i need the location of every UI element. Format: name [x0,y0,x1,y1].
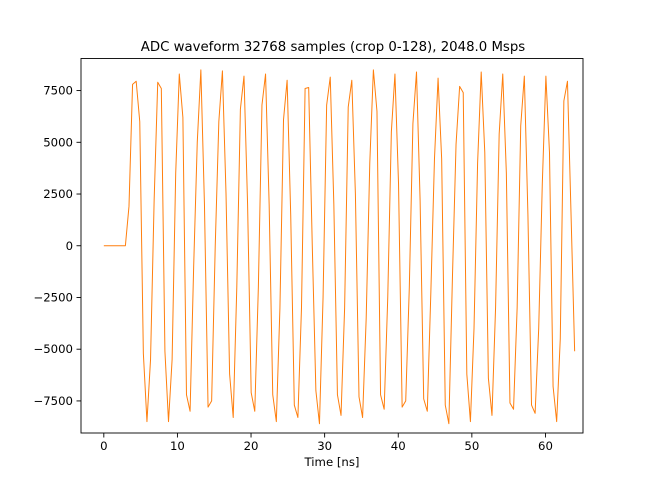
y-tick-label: 5000 [43,135,73,149]
y-tick-label: 2500 [43,187,73,201]
chart-title: ADC waveform 32768 samples (crop 0-128),… [141,40,526,55]
x-axis-label: Time [ns] [304,455,360,469]
y-tick-label: 7500 [43,84,73,98]
x-tick-label: 60 [538,439,553,453]
x-tick-label: 20 [244,439,259,453]
y-tick-label: −2500 [33,290,73,304]
y-tick-label: 0 [66,239,73,253]
y-axis: −7500 −5000 −2500 0 2500 5000 7500 [33,84,81,408]
y-tick-label: −5000 [33,342,73,356]
y-tick-label: −7500 [33,394,73,408]
x-tick-label: 10 [170,439,185,453]
x-tick-label: 50 [464,439,479,453]
x-tick-label: 40 [391,439,406,453]
x-axis: 0 10 20 30 40 50 60 [100,433,553,453]
plot-frame [81,58,583,433]
series-line [103,69,576,425]
plot-area [81,58,583,433]
x-tick-label: 30 [317,439,332,453]
x-tick-label: 0 [100,439,107,453]
